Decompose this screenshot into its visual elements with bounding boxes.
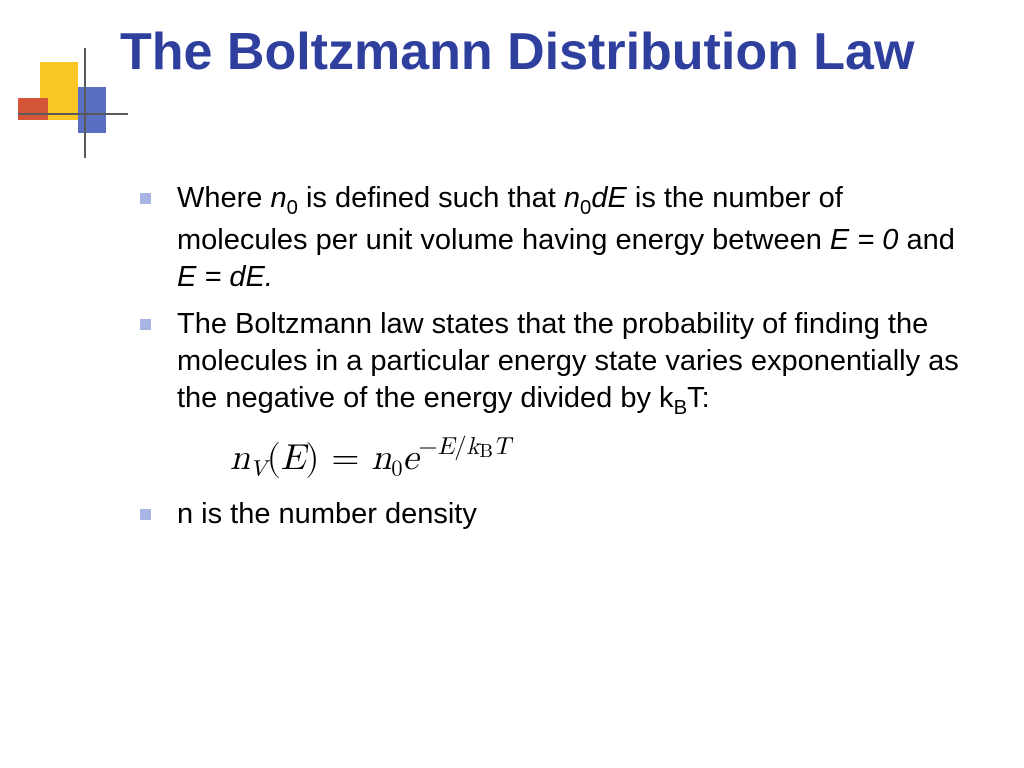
b1-EeqdE: E = dE. — [177, 261, 273, 293]
b1-sub0b: 0 — [580, 197, 591, 219]
b1-seg: is defined such that — [298, 182, 564, 214]
b2-post: T: — [687, 382, 710, 414]
b1-sub0a: 0 — [287, 197, 298, 219]
bullet-1-text: Where n0 is defined such that n0dE is th… — [177, 180, 970, 296]
corner-graphic — [18, 48, 128, 158]
bullet-3: n is the number density — [140, 496, 970, 533]
decor-red-rect — [18, 98, 48, 120]
f-exp-E: E — [438, 434, 455, 459]
f-n0-n: n — [371, 440, 391, 476]
f-e: e — [403, 440, 419, 476]
decor-blue-rect — [78, 87, 106, 133]
f-exp-minus: − — [419, 434, 438, 459]
b1-seg: Where — [177, 182, 270, 214]
f-n0-sub: 0 — [391, 458, 402, 480]
decor-vertical-line — [84, 48, 86, 158]
slide-title: The Boltzmann Distribution Law — [120, 24, 990, 81]
bullet-2-text: The Boltzmann law states that the probab… — [177, 306, 970, 422]
b1-n2: n — [564, 182, 580, 214]
bullet-1: Where n0 is defined such that n0dE is th… — [140, 180, 970, 296]
f-arg: E — [281, 440, 306, 476]
f-exp-kb: B — [479, 442, 493, 461]
bullet-marker-icon — [140, 193, 151, 204]
b1-dE: dE — [591, 182, 626, 214]
bullet-marker-icon — [140, 509, 151, 520]
f-nv-sub: V — [250, 458, 267, 480]
f-exp-T: T — [493, 434, 511, 459]
decor-horizontal-line — [18, 113, 128, 115]
b1-and: and — [898, 224, 954, 256]
bullet-3-text: n is the number density — [177, 496, 970, 533]
boltzmann-formula: nV(E)=n0e−E/kBT — [230, 432, 970, 482]
slide-body: Where n0 is defined such that n0dE is th… — [140, 180, 970, 543]
f-nv-n: n — [230, 440, 250, 476]
b1-n: n — [270, 182, 286, 214]
b1-Eeq0: E = 0 — [830, 224, 899, 256]
b2-subB: B — [674, 397, 688, 419]
f-exponent: −E/kBT — [419, 434, 511, 459]
f-exp-slash: / — [454, 434, 466, 459]
bullet-2: The Boltzmann law states that the probab… — [140, 306, 970, 422]
bullet-marker-icon — [140, 319, 151, 330]
f-exp-k: k — [466, 434, 479, 459]
b2-pre: The Boltzmann law states that the probab… — [177, 308, 959, 414]
